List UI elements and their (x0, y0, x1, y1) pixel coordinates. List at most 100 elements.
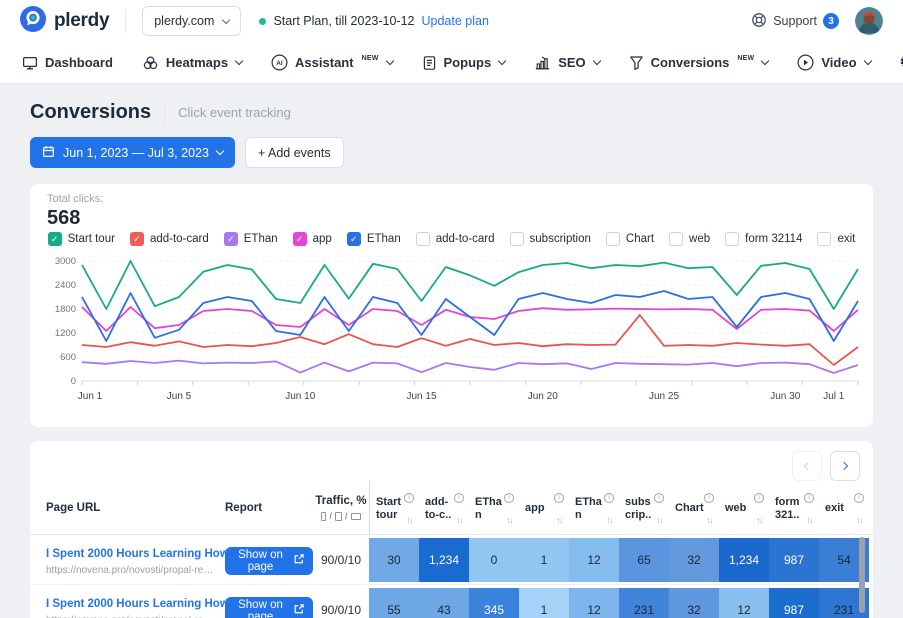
nav-item-dashboard[interactable]: Dashboard (22, 55, 113, 71)
nav-item-seo[interactable]: SEO (534, 55, 601, 71)
table-row: I Spent 2000 Hours Learning How To Lea..… (30, 535, 873, 585)
legend-item-subscription[interactable]: subscription (509, 232, 591, 246)
column-header-chart[interactable]: Chart i ↑↓ (669, 481, 719, 535)
column-header-exit[interactable]: exit i ↑↓ (819, 481, 869, 535)
date-range-button[interactable]: Jun 1, 2023 — Jul 3, 2023 (30, 137, 235, 168)
x-axis-tick-label: Jun 30 (770, 391, 800, 402)
column-header-web[interactable]: web i ↑↓ (719, 481, 769, 535)
report-cell: Show on page (225, 545, 313, 575)
column-header-subscrip-[interactable]: subscrip.. i ↑↓ (619, 481, 669, 535)
column-header-traffic[interactable]: Traffic, % / / (313, 493, 369, 524)
checkbox-unchecked[interactable] (669, 232, 684, 246)
column-header-start-tour[interactable]: Start tour i ↑↓ (369, 481, 419, 535)
pager-prev-button[interactable] (792, 451, 822, 481)
nav-item-video[interactable]: Video (797, 54, 872, 71)
legend-item-ethan[interactable]: ✓ EThan (223, 232, 278, 246)
event-column-label: Chart (675, 502, 704, 515)
checkbox-unchecked[interactable] (415, 232, 430, 246)
legend-item-form-32114[interactable]: form 32114 (725, 232, 802, 246)
sort-toggle[interactable]: ↑↓ (556, 514, 563, 525)
info-icon[interactable]: i (454, 493, 464, 503)
sort-toggle[interactable]: ↑↓ (856, 514, 863, 525)
nav-item-conversions[interactable]: Conversions NEW (629, 55, 770, 71)
event-count-cell: 345 (469, 587, 519, 618)
info-icon[interactable]: i (754, 493, 764, 503)
column-header-app[interactable]: app i ↑↓ (519, 481, 569, 535)
popups-icon (422, 55, 437, 71)
column-header-add-to-c-[interactable]: add-to-c.. i ↑↓ (419, 481, 469, 535)
column-header-report[interactable]: Report (225, 502, 263, 514)
checkbox-unchecked[interactable] (605, 232, 620, 246)
legend-item-chart[interactable]: Chart (605, 232, 654, 246)
checkbox-checked[interactable]: ✓ (223, 232, 238, 246)
info-icon[interactable]: i (404, 493, 414, 503)
assistant-icon: AI (271, 54, 288, 71)
sort-toggle[interactable]: ↑↓ (806, 514, 813, 525)
plerdy-logo[interactable]: plerdy (20, 5, 110, 37)
legend-item-add-to-card[interactable]: add-to-card (415, 232, 495, 246)
domain-selector-value: plerdy.com (154, 14, 215, 28)
show-on-page-button[interactable]: Show on page (225, 546, 313, 575)
update-plan-link[interactable]: Update plan (421, 14, 489, 28)
domain-selector[interactable]: plerdy.com (142, 6, 242, 36)
info-icon[interactable]: i (604, 493, 614, 503)
checkbox-checked[interactable]: ✓ (292, 232, 307, 246)
page-link[interactable]: I Spent 2000 Hours Learning How To Lea..… (46, 547, 225, 560)
status-dot-icon (259, 17, 267, 25)
show-on-page-button[interactable]: Show on page (225, 596, 313, 618)
column-header-ethan[interactable]: EThan i ↑↓ (469, 481, 519, 535)
y-axis-tick-label: 2400 (55, 280, 76, 291)
add-events-button[interactable]: + Add events (244, 137, 344, 168)
legend-label: exit (837, 233, 856, 245)
info-icon[interactable]: i (654, 493, 664, 503)
nav-item-settings[interactable]: ⚙Settings (900, 54, 903, 71)
info-icon[interactable]: i (554, 493, 564, 503)
sort-toggle[interactable]: ↑↓ (456, 514, 463, 525)
sort-toggle[interactable]: ↑↓ (656, 514, 663, 525)
checkbox-checked[interactable]: ✓ (346, 232, 361, 246)
event-column-label: Start tour (376, 495, 402, 521)
y-axis-tick-label: 600 (60, 352, 76, 363)
info-icon[interactable]: i (704, 493, 714, 503)
checkbox-checked[interactable]: ✓ (47, 232, 62, 246)
series-line-start-tour (81, 260, 859, 310)
pager-next-button[interactable] (830, 451, 860, 481)
sort-toggle[interactable]: ↑↓ (606, 514, 613, 525)
legend-item-web[interactable]: web (669, 232, 710, 246)
checkbox-unchecked[interactable] (725, 232, 740, 246)
user-avatar[interactable] (855, 7, 883, 35)
table-scrollbar-thumb[interactable] (859, 537, 865, 613)
checkbox-checked[interactable]: ✓ (129, 232, 144, 246)
support-button[interactable]: Support 3 (751, 12, 839, 31)
sort-toggle[interactable]: ↑↓ (406, 514, 413, 525)
nav-item-label: Assistant (295, 55, 354, 70)
x-axis-tick-label: Jun 15 (406, 391, 436, 402)
checkbox-unchecked[interactable] (509, 232, 524, 246)
nav-item-heatmaps[interactable]: Heatmaps (142, 55, 244, 71)
heatmaps-icon (142, 55, 159, 71)
column-header-form-321-[interactable]: form 321.. i ↑↓ (769, 481, 819, 535)
column-header-meta: i ↑↓ (504, 493, 514, 525)
checkbox-unchecked[interactable] (817, 232, 832, 246)
conversions-icon (629, 55, 644, 71)
column-header-ethan[interactable]: EThan i ↑↓ (569, 481, 619, 535)
event-count-cell: 65 (619, 537, 669, 582)
legend-item-add-to-card[interactable]: ✓ add-to-card (129, 232, 209, 246)
sort-toggle[interactable]: ↑↓ (506, 514, 513, 525)
legend-item-start-tour[interactable]: ✓ Start tour (47, 232, 115, 246)
info-icon[interactable]: i (504, 493, 514, 503)
page-link[interactable]: I Spent 2000 Hours Learning How To Lea..… (46, 597, 225, 610)
series-line-app (81, 306, 859, 332)
legend-item-app[interactable]: ✓ app (292, 232, 332, 246)
info-icon[interactable]: i (804, 493, 814, 503)
traffic-value: 90/0/10 (320, 552, 362, 567)
legend-item-ethan[interactable]: ✓ EThan (346, 232, 401, 246)
sort-toggle[interactable]: ↑↓ (756, 514, 763, 525)
nav-item-popups[interactable]: Popups (422, 55, 507, 71)
report-cell: Show on page (225, 595, 313, 618)
legend-item-exit[interactable]: exit (817, 232, 855, 246)
sort-toggle[interactable]: ↑↓ (706, 514, 713, 525)
info-icon[interactable]: i (854, 493, 864, 503)
column-header-page-url[interactable]: Page URL (46, 502, 101, 514)
nav-item-assistant[interactable]: AI Assistant NEW (271, 54, 394, 71)
